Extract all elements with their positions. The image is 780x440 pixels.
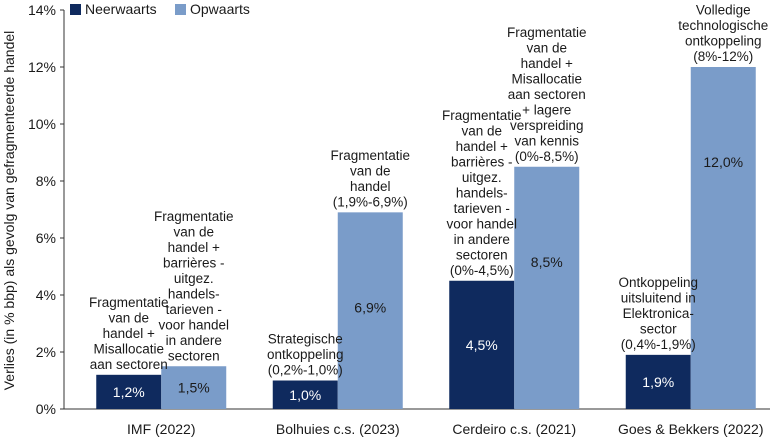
annotation-line: van de <box>526 40 567 55</box>
category-label: Cerdeiro c.s. (2021) <box>452 421 576 437</box>
legend-swatch <box>175 4 186 15</box>
bar-annotation: Strategische ontkoppeling (0,2%-1,0%) <box>267 332 344 378</box>
annotation-line: uitgez. <box>462 170 502 185</box>
bar-opwaarts <box>514 166 580 409</box>
annotation-line: handel + <box>456 139 508 154</box>
annotation-line: sectoren <box>456 247 508 262</box>
annotation-line: barrières - <box>451 154 513 169</box>
bar-value-label: 6,9% <box>354 299 386 315</box>
annotation-line: Elektronica- <box>623 306 694 321</box>
bar-annotation: Ontkoppeling uitsluitend in Elektronica-se… <box>618 275 698 352</box>
annotation-line: technologische <box>678 18 768 33</box>
annotation-line: (0%-8,5%) <box>515 149 579 164</box>
bar-neerwaarts <box>449 280 515 409</box>
bar-annotation: Fragmentatie van de handel (1,9%-6,9%) <box>330 148 410 210</box>
annotation-line: handel + <box>168 240 220 255</box>
bar-annotation: Fragmentatie van de handel + Misallocatie aa… <box>507 25 587 164</box>
y-tick-label: 0% <box>36 401 56 417</box>
annotation-line: Fragmentatie <box>507 25 587 40</box>
annotation-line: (0%-4,5%) <box>450 263 514 278</box>
bar-value-label: 1,5% <box>178 380 210 396</box>
annotation-line: in andere <box>454 232 510 247</box>
annotation-line: van de <box>173 224 214 239</box>
annotation-line: van de <box>350 163 391 178</box>
y-ticks: 0% 2% 4% 6% 8% 10% 12% 14% <box>28 2 64 417</box>
legend-label: Opwaarts <box>190 1 250 17</box>
annotation-line: van kennis <box>514 133 579 148</box>
annotation-line: Fragmentatie <box>154 209 234 224</box>
annotation-line: Ontkoppeling <box>618 275 698 290</box>
annotation-line: aan sectoren <box>508 87 586 102</box>
bar-opwaarts <box>337 212 403 409</box>
annotation-line: uitsluitend in <box>621 290 696 305</box>
y-tick-label: 6% <box>36 230 56 246</box>
y-tick-label: 12% <box>28 59 56 75</box>
bar-neerwaarts <box>272 380 338 409</box>
annotation-line: barrières - <box>163 255 225 270</box>
y-tick-label: 10% <box>28 116 56 132</box>
annotation-line: Fragmentatie <box>442 108 522 123</box>
bar-value-label: 12,0% <box>703 154 743 170</box>
y-tick-label: 2% <box>36 344 56 360</box>
annotation-line: ontkoppeling <box>267 347 344 362</box>
annotation-line: uitgez. <box>174 271 214 286</box>
annotation-line: voor handel <box>446 216 517 231</box>
category-label: Goes & Bekkers (2022) <box>618 421 764 437</box>
legend-label: Neerwaarts <box>85 1 157 17</box>
bar-value-label: 1,9% <box>642 374 674 390</box>
annotation-line: tarieven - <box>454 201 510 216</box>
legend-swatch <box>70 4 81 15</box>
annotation-line: verspreiding <box>510 118 584 133</box>
y-tick-label: 14% <box>28 2 56 18</box>
annotation-line: van de <box>108 310 149 325</box>
annotation-line: aan sectoren <box>90 357 168 372</box>
y-tick-label: 4% <box>36 287 56 303</box>
annotation-line: Volledige <box>696 3 751 18</box>
legend: Neerwaarts Opwaarts <box>70 1 250 17</box>
annotation-line: in andere <box>166 333 222 348</box>
annotation-line: (0,2%-1,0%) <box>268 363 343 378</box>
y-axis-title: Verlies (in % bbp) als gevolg van gefrag… <box>1 31 17 391</box>
bar-annotation: Fragmentatie van de handel + barrières -uit… <box>442 108 522 278</box>
annotation-line: (0,4%-1,9%) <box>621 337 696 352</box>
bar-neerwaarts <box>96 374 162 409</box>
annotation-line: handels- <box>168 286 220 301</box>
category-labels: IMF (2022) Bolhuies c.s. (2023) Cerdeiro c… <box>127 421 763 437</box>
bar-opwaarts <box>690 67 756 409</box>
annotation-line: sectoren <box>168 348 220 363</box>
bar-annotation: Volledige technologische ontkoppeling (8%-1… <box>678 3 768 65</box>
bar-value-label: 1,2% <box>113 384 145 400</box>
bar-opwaarts <box>161 366 227 409</box>
y-tick-label: 8% <box>36 173 56 189</box>
annotation-line: Fragmentatie <box>330 148 410 163</box>
annotation-line: handel <box>350 179 391 194</box>
bar-value-label: 1,0% <box>289 387 321 403</box>
annotation-line: sector <box>640 321 677 336</box>
bars: 1,2% 1,5% 1,0% 6,9% 4,5% 8,5% 1,9% 12,0% <box>96 67 756 409</box>
bar-value-label: 4,5% <box>466 337 498 353</box>
bar-annotation: Fragmentatie van de handel + Misallocatie aa… <box>89 295 169 372</box>
category-label: Bolhuies c.s. (2023) <box>276 421 400 437</box>
annotation-line: (8%-12%) <box>693 49 753 64</box>
annotation-line: handels- <box>456 185 508 200</box>
annotation-line: van de <box>461 123 502 138</box>
annotations: Fragmentatie van de handel + Misallocatie aa… <box>89 3 768 378</box>
bar-neerwaarts <box>625 354 691 409</box>
bar-value-label: 8,5% <box>531 254 563 270</box>
annotation-line: handel + <box>103 326 155 341</box>
bar-annotation: Fragmentatie van de handel + barrières -uit… <box>154 209 234 364</box>
annotation-line: handel + <box>521 56 573 71</box>
annotation-line: Strategische <box>268 332 343 347</box>
annotation-line: Misallocatie <box>93 341 164 356</box>
annotation-line: Misallocatie <box>511 71 582 86</box>
annotation-line: (1,9%-6,9%) <box>333 194 408 209</box>
annotation-line: Fragmentatie <box>89 295 169 310</box>
category-label: IMF (2022) <box>127 421 195 437</box>
annotation-line: tarieven - <box>166 302 222 317</box>
annotation-line: voor handel <box>158 317 229 332</box>
annotation-line: + lagere <box>522 102 571 117</box>
annotation-line: ontkoppeling <box>685 34 762 49</box>
